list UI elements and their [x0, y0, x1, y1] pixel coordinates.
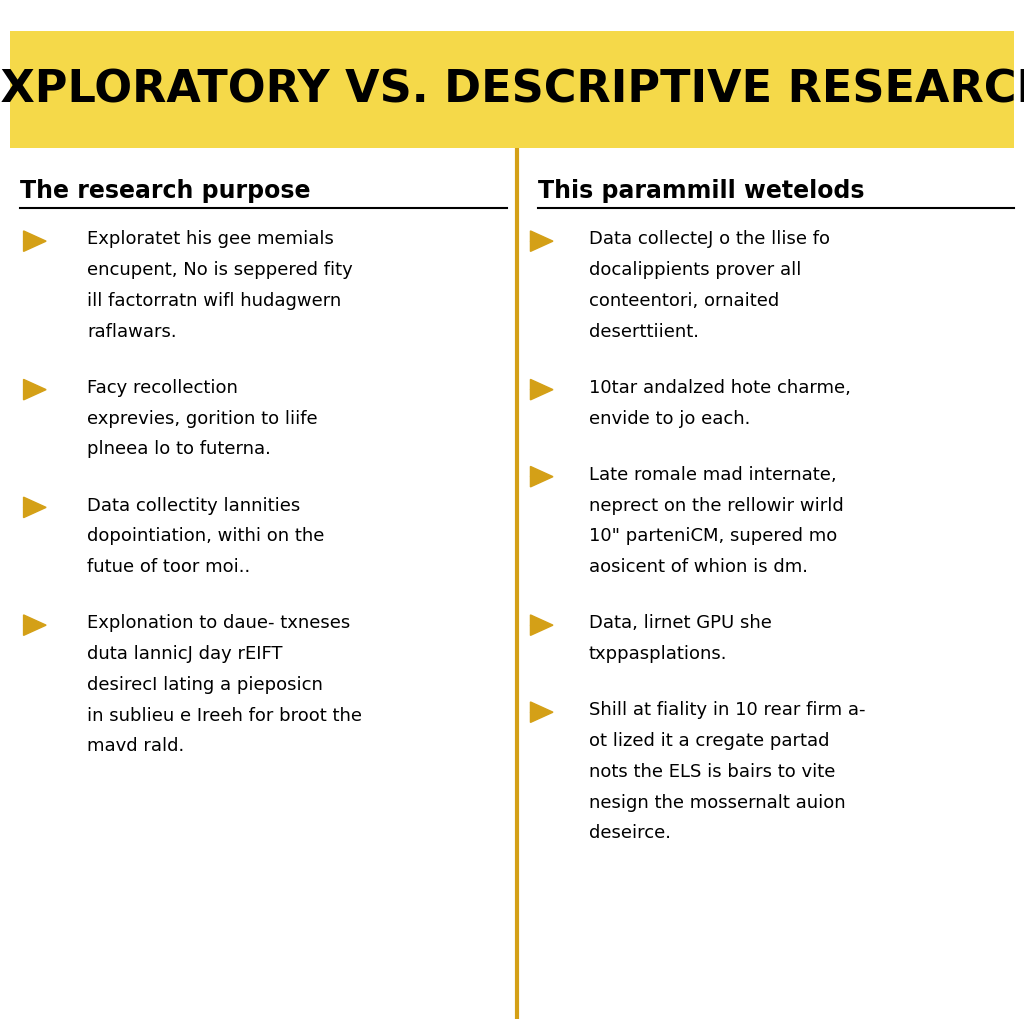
Text: txppasplations.: txppasplations.	[589, 645, 727, 664]
FancyArrow shape	[530, 466, 553, 486]
Text: desirecI lating a pieposicn: desirecI lating a pieposicn	[87, 676, 323, 694]
Text: futue of toor moi..: futue of toor moi..	[87, 558, 250, 577]
Text: docalippients prover all: docalippients prover all	[589, 261, 801, 280]
Text: envide to jo each.: envide to jo each.	[589, 410, 751, 428]
Text: exprevies, gorition to liife: exprevies, gorition to liife	[87, 410, 317, 428]
FancyArrow shape	[530, 379, 553, 399]
FancyArrow shape	[530, 614, 553, 635]
Text: ill factorratn wifl hudagwern: ill factorratn wifl hudagwern	[87, 292, 341, 310]
Text: deserttiient.: deserttiient.	[589, 323, 698, 341]
Text: The research purpose: The research purpose	[20, 179, 311, 203]
Text: 10" parteniCM, supered mo: 10" parteniCM, supered mo	[589, 527, 837, 546]
Text: in sublieu e Ireeh for broot the: in sublieu e Ireeh for broot the	[87, 707, 362, 725]
Text: nesign the mossernalt auion: nesign the mossernalt auion	[589, 794, 846, 812]
Text: Shill at fiality in 10 rear firm a-: Shill at fiality in 10 rear firm a-	[589, 701, 865, 720]
Text: Facy recollection: Facy recollection	[87, 379, 238, 397]
Text: raflawars.: raflawars.	[87, 323, 177, 341]
FancyArrow shape	[24, 230, 46, 251]
FancyArrow shape	[530, 702, 553, 723]
Text: mavd rald.: mavd rald.	[87, 737, 184, 756]
Text: 10tar andalzed hote charme,: 10tar andalzed hote charme,	[589, 379, 851, 397]
Text: duta lannicJ day rEIFT: duta lannicJ day rEIFT	[87, 645, 283, 664]
Text: Late romale mad internate,: Late romale mad internate,	[589, 466, 837, 484]
Text: plneea lo to futerna.: plneea lo to futerna.	[87, 440, 271, 459]
Text: Exploratet his gee memials: Exploratet his gee memials	[87, 230, 334, 249]
Text: aosicent of whion is dm.: aosicent of whion is dm.	[589, 558, 808, 577]
Text: ot lized it a cregate partad: ot lized it a cregate partad	[589, 732, 829, 751]
Text: EXPLORATORY VS. DESCRIPTIVE RESEARCH: EXPLORATORY VS. DESCRIPTIVE RESEARCH	[0, 69, 1024, 111]
Text: conteentori, ornaited: conteentori, ornaited	[589, 292, 779, 310]
Text: Data collecteJ o the llise fo: Data collecteJ o the llise fo	[589, 230, 829, 249]
Text: encupent, No is seppered fity: encupent, No is seppered fity	[87, 261, 353, 280]
Text: deseirce.: deseirce.	[589, 824, 671, 843]
Text: neprect on the rellowir wirld: neprect on the rellowir wirld	[589, 497, 844, 515]
Text: This parammill wetelods: This parammill wetelods	[538, 179, 864, 203]
Text: Data collectity lannities: Data collectity lannities	[87, 497, 300, 515]
FancyArrow shape	[24, 379, 46, 399]
Text: Explonation to daue- txneses: Explonation to daue- txneses	[87, 614, 350, 633]
Text: nots the ELS is bairs to vite: nots the ELS is bairs to vite	[589, 763, 836, 781]
FancyArrow shape	[24, 497, 46, 517]
Text: dopointiation, withi on the: dopointiation, withi on the	[87, 527, 325, 546]
FancyArrow shape	[530, 230, 553, 251]
FancyArrow shape	[24, 614, 46, 635]
Text: Data, lirnet GPU she: Data, lirnet GPU she	[589, 614, 772, 633]
FancyBboxPatch shape	[10, 31, 1014, 148]
